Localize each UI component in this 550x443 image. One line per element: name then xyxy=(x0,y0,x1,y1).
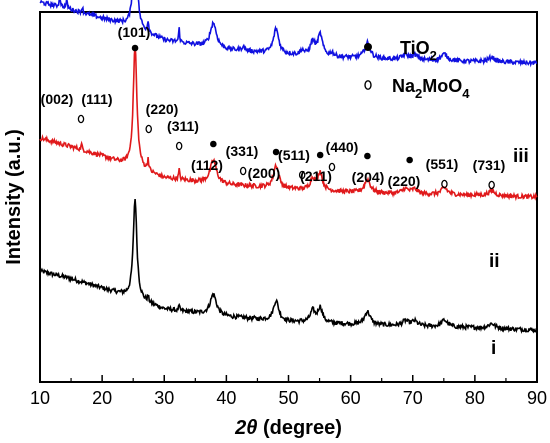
tio2-marker xyxy=(272,148,280,156)
tio2-marker xyxy=(406,156,413,164)
curve-label-i: i xyxy=(491,338,496,359)
peak-annotation: (101) xyxy=(118,24,151,52)
peak-annotation: (440) xyxy=(326,139,359,172)
peak-label: (101) xyxy=(118,24,151,40)
peak-label: (511) xyxy=(278,147,310,163)
peak-label: (002) xyxy=(41,91,74,107)
peak-label: (440) xyxy=(326,139,359,155)
peak-label: (211) xyxy=(300,168,332,184)
y-axis-label: Intensity (a.u.) xyxy=(3,129,25,265)
peak-annotation: (112) xyxy=(191,140,223,173)
tio2-marker xyxy=(131,44,139,52)
peak-annotation: (331) xyxy=(226,143,259,176)
x-tick-label: 70 xyxy=(403,388,423,408)
peak-label: (200) xyxy=(248,165,281,181)
series-line-iii xyxy=(39,0,538,68)
legend-label-na2moo4: Na2MoO4 xyxy=(392,76,470,101)
curve-label-ii: ii xyxy=(489,251,500,272)
na2moo4-marker xyxy=(145,124,152,134)
tio2-marker xyxy=(316,151,324,159)
na2moo4-marker xyxy=(239,166,247,176)
series-line-i xyxy=(39,199,538,335)
peak-annotation: (204) xyxy=(352,152,385,185)
na2moo4-marker xyxy=(175,141,183,151)
tio2-marker xyxy=(364,152,371,160)
legend-marker-na2moo4 xyxy=(364,80,372,90)
x-tick-label: 10 xyxy=(30,388,50,408)
na2moo4-marker xyxy=(328,162,336,172)
na2moo4-marker xyxy=(488,180,495,190)
tio2-marker xyxy=(210,140,217,148)
x-tick-label: 50 xyxy=(278,388,298,408)
peak-label: (731) xyxy=(473,157,506,173)
peak-label: (331) xyxy=(226,143,259,159)
x-tick-label: 40 xyxy=(216,388,236,408)
peak-label: (311) xyxy=(167,118,199,134)
na2moo4-marker xyxy=(298,170,306,180)
peak-label: (204) xyxy=(352,169,385,185)
x-tick-label: 60 xyxy=(341,388,361,408)
peak-annotation: (111) xyxy=(77,91,113,124)
peak-annotation: (220) xyxy=(145,101,179,134)
legend-marker-tio2 xyxy=(364,43,372,51)
peak-annotation: (200) xyxy=(248,148,281,181)
curve-label-iii: iii xyxy=(513,146,529,167)
peak-label: (112) xyxy=(191,157,223,173)
peak-annotation: (731) xyxy=(473,157,506,190)
legend: TiO2 Na2MoO4 xyxy=(364,38,470,101)
peak-annotation: (002) xyxy=(41,91,74,107)
peak-annotation: (211) xyxy=(300,151,332,184)
na2moo4-marker xyxy=(441,179,448,189)
peak-label: (111) xyxy=(81,91,112,107)
peak-annotation: (551) xyxy=(426,156,459,189)
na2moo4-marker xyxy=(77,114,85,124)
x-tick-label: 30 xyxy=(154,388,174,408)
x-tick-label: 80 xyxy=(465,388,485,408)
peak-annotation: (511) xyxy=(278,147,310,180)
legend-label-tio2: TiO2 xyxy=(400,38,437,63)
peak-label: (220) xyxy=(146,101,179,117)
peak-label: (220) xyxy=(388,173,421,189)
peak-annotation: (311) xyxy=(167,118,199,151)
peak-label: (551) xyxy=(426,156,459,172)
x-tick-label: 20 xyxy=(92,388,112,408)
x-tick-label: 90 xyxy=(527,388,547,408)
x-axis-label: 2θ (degree) xyxy=(234,417,342,439)
series-line-ii xyxy=(39,45,538,202)
peak-annotation: (220) xyxy=(388,156,421,189)
